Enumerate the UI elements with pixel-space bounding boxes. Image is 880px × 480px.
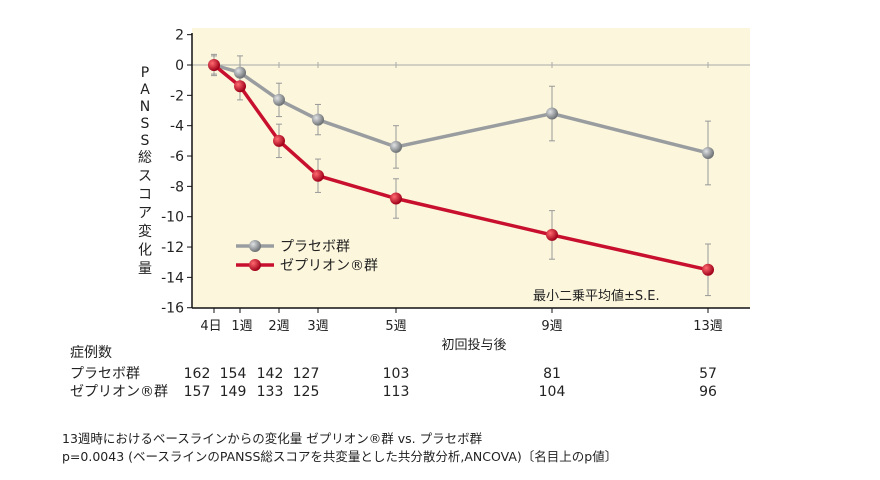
legend-label: ゼプリオン®群 — [280, 258, 378, 274]
y-tick-label: -8 — [170, 179, 184, 195]
y-axis-label-char: S — [141, 133, 150, 149]
n-table-row-label: プラセボ群 — [70, 366, 140, 382]
y-axis-label-char: P — [141, 65, 149, 81]
n-table-cell: 104 — [539, 384, 566, 400]
y-axis-label-char: 総 — [138, 150, 152, 166]
y-axis-label-char: A — [140, 82, 150, 98]
y-axis-label-char: 量 — [138, 261, 152, 277]
legend-label: プラセボ群 — [280, 239, 350, 255]
y-axis-label-char: コ — [138, 187, 152, 203]
data-point — [390, 192, 402, 205]
y-tick-label: -10 — [161, 210, 184, 226]
y-axis-label-char: 変 — [138, 223, 152, 240]
plot-background — [192, 28, 750, 308]
x-tick-label: 2週 — [268, 319, 289, 334]
n-table-cell: 96 — [699, 384, 717, 400]
legend-marker — [249, 259, 261, 271]
footnote-1: 13週時におけるベースラインからの変化量 ゼプリオン®群 vs. プラセボ群 — [62, 431, 483, 446]
data-point — [702, 263, 714, 276]
n-table-cell: 103 — [383, 366, 410, 382]
n-table-cell: 154 — [220, 366, 247, 382]
annotation: 最小二乗平均値±S.E. — [533, 288, 660, 304]
data-point — [234, 80, 246, 93]
y-tick-label: -14 — [161, 270, 184, 286]
data-point — [234, 66, 246, 79]
data-point — [273, 134, 285, 147]
n-table-cell: 113 — [383, 384, 410, 400]
y-axis-label-char: ア — [138, 206, 152, 222]
data-point — [702, 146, 714, 159]
y-tick-label: 0 — [175, 58, 184, 74]
y-axis-label-char: S — [141, 116, 150, 132]
x-tick-label: 1週 — [231, 319, 252, 334]
x-tick-label: 5週 — [385, 319, 406, 334]
y-tick-label: 2 — [175, 28, 184, 44]
data-point — [390, 140, 402, 153]
y-tick-label: -2 — [170, 88, 184, 104]
data-point — [546, 228, 558, 241]
n-table-cell: 149 — [220, 384, 247, 400]
n-table-cell: 57 — [699, 366, 717, 382]
n-table-row-label: ゼプリオン®群 — [70, 384, 168, 400]
x-tick-label: 3週 — [307, 319, 328, 334]
y-axis-label-char: 化 — [138, 243, 152, 259]
y-tick-label: -12 — [161, 240, 184, 256]
y-tick-label: -6 — [170, 149, 184, 165]
n-table-cell: 125 — [293, 384, 320, 400]
x-tick-label: 9週 — [541, 319, 562, 334]
data-point — [273, 93, 285, 106]
n-table-cell: 127 — [293, 366, 320, 382]
data-point — [208, 59, 220, 71]
data-point — [312, 113, 324, 126]
n-table-cell: 162 — [184, 366, 211, 382]
n-table-cell: 142 — [257, 366, 284, 382]
n-table-cell: 133 — [257, 384, 284, 400]
x-tick-label: 13週 — [693, 319, 723, 334]
data-point — [312, 169, 324, 182]
legend-marker — [249, 240, 261, 252]
y-axis-label-char: N — [140, 99, 150, 115]
data-point — [546, 107, 558, 120]
x-axis-label: 初回投与後 — [441, 337, 506, 353]
n-table-cell: 157 — [184, 384, 211, 400]
x-tick-label: 4日 — [200, 319, 221, 334]
footnote-2: p=0.0043 (ベースラインのPANSS総スコアを共変量とした共分散分析,A… — [62, 449, 618, 464]
y-axis-label-char: ス — [138, 169, 152, 185]
n-table-title: 症例数 — [70, 345, 112, 361]
y-tick-label: -16 — [161, 301, 184, 317]
n-table-cell: 81 — [543, 366, 561, 382]
y-tick-label: -4 — [170, 119, 184, 135]
